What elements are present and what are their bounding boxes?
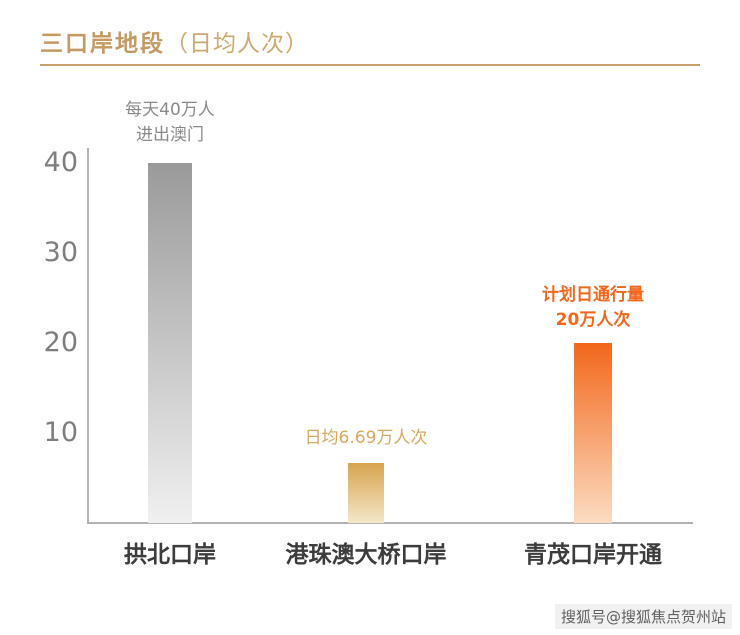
- chart-title: 三口岸地段（日均人次）: [40, 24, 309, 58]
- y-tick-20: 20: [43, 327, 78, 358]
- y-tick-30: 30: [43, 237, 78, 268]
- chart-title-main: 三口岸地段: [40, 31, 165, 57]
- bar-hzmb-port: [348, 463, 384, 523]
- annotation-gongbei: 每天40万人 进出澳门: [125, 100, 215, 145]
- x-label-hzmb: 港珠澳大桥口岸: [285, 542, 447, 568]
- y-tick-10: 10: [43, 417, 78, 448]
- bar-gongbei-port: [148, 163, 192, 523]
- x-label-qingmao: 青茂口岸开通: [524, 542, 662, 568]
- annotation-qingmao: 计划日通行量 20万人次: [542, 285, 644, 330]
- title-underline: [40, 64, 700, 66]
- chart-title-sub: （日均人次）: [165, 31, 309, 57]
- watermark: 搜狐号@搜狐焦点贺州站: [554, 604, 732, 629]
- y-tick-40: 40: [43, 147, 78, 178]
- annotation-hzmb: 日均6.69万人次: [304, 428, 428, 448]
- x-label-gongbei: 拱北口岸: [124, 542, 216, 568]
- bar-qingmao-port: [574, 343, 612, 523]
- x-axis-baseline: [87, 522, 693, 524]
- y-axis-line: [87, 148, 89, 524]
